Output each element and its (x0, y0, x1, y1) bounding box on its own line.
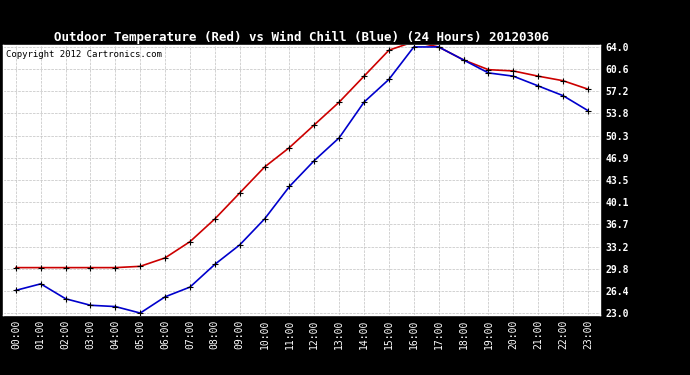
Text: Copyright 2012 Cartronics.com: Copyright 2012 Cartronics.com (6, 50, 162, 59)
Title: Outdoor Temperature (Red) vs Wind Chill (Blue) (24 Hours) 20120306: Outdoor Temperature (Red) vs Wind Chill … (55, 31, 549, 44)
